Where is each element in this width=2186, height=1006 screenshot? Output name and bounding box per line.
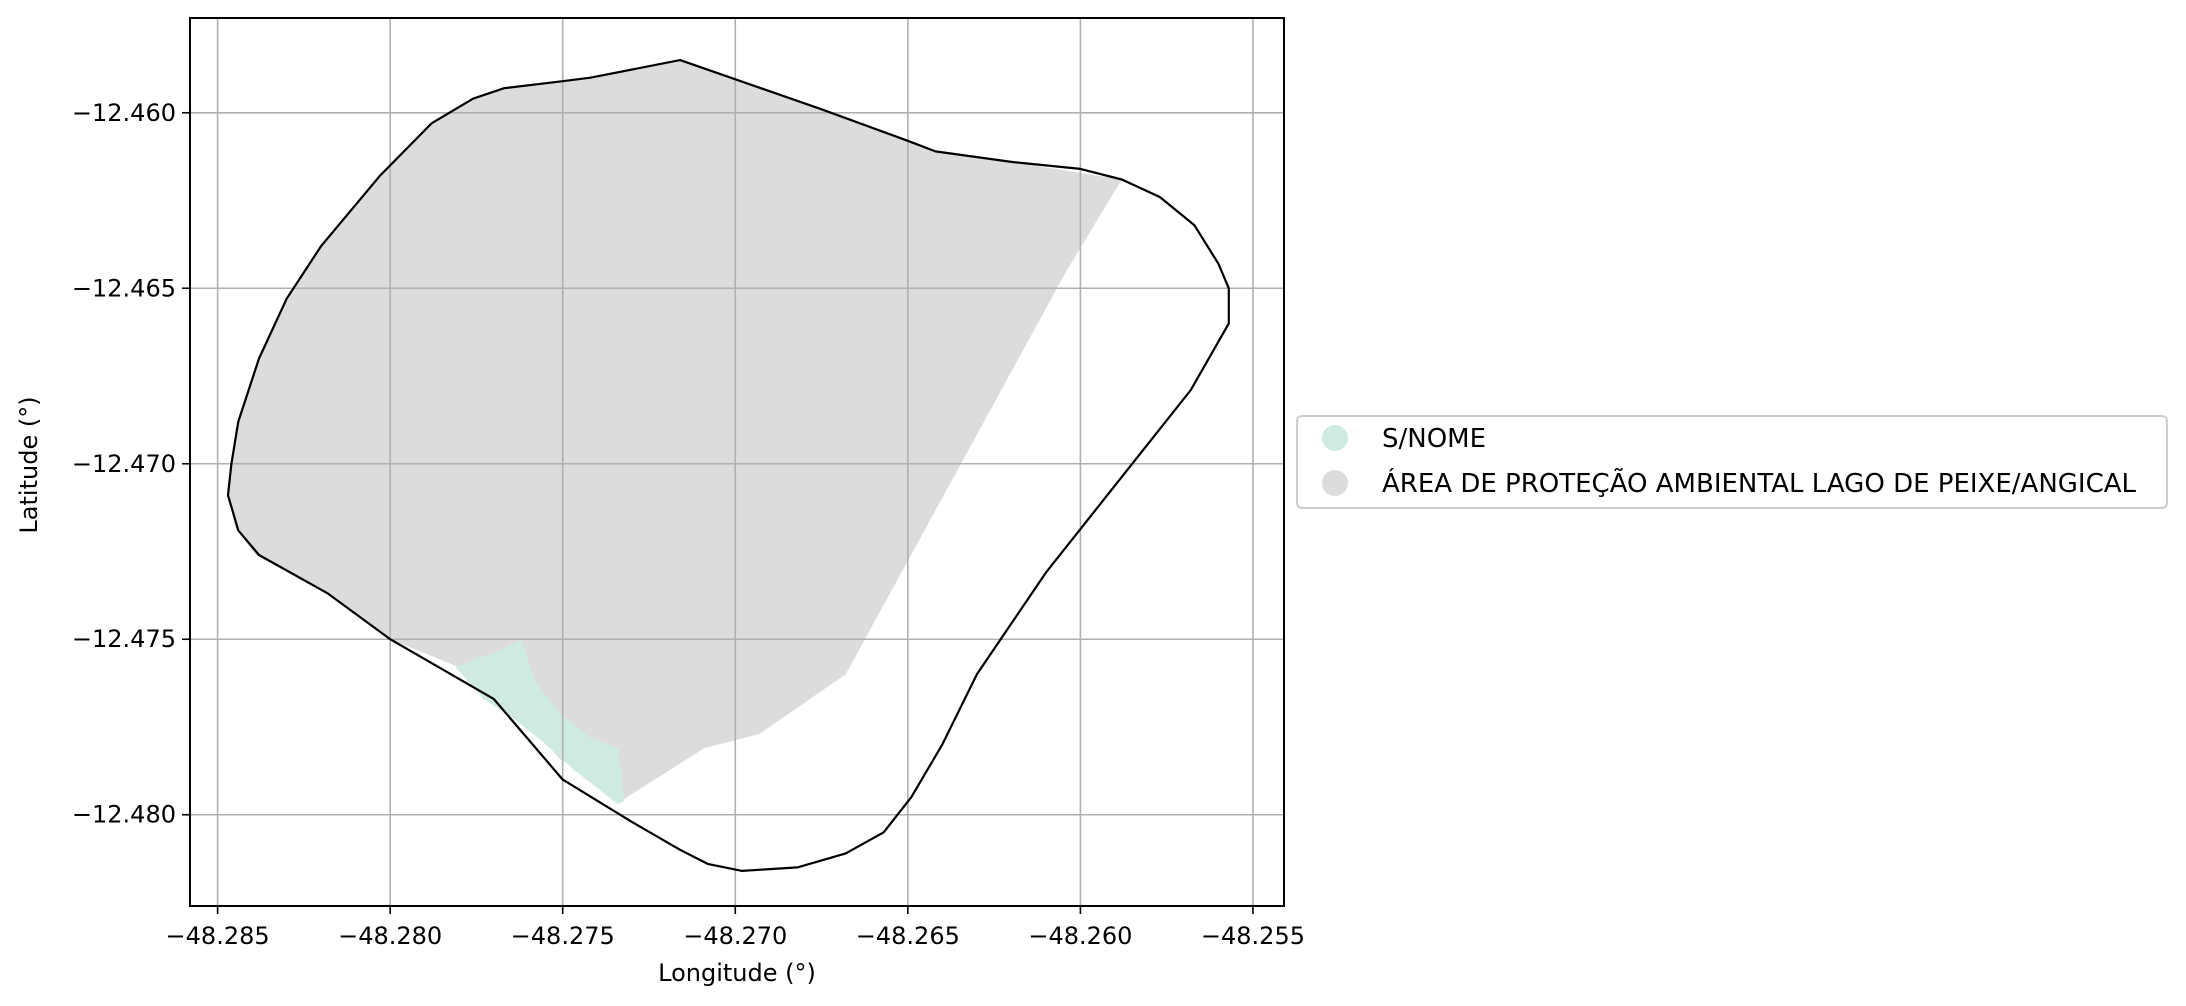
legend-marker-s-nome xyxy=(1322,425,1348,451)
boundary-outline xyxy=(226,59,1230,872)
x-tick-label: −48.270 xyxy=(683,922,787,950)
map-polygons xyxy=(228,60,1122,805)
y-tick-label: −12.475 xyxy=(72,625,176,653)
s-nome-polygon xyxy=(455,639,625,805)
apa-polygon xyxy=(228,60,1122,801)
x-tick-label: −48.265 xyxy=(856,922,960,950)
y-axis-ticks: −12.460 −12.465 −12.470 −12.475 −12.480 xyxy=(72,99,190,829)
y-tick-label: −12.480 xyxy=(72,801,176,829)
axes-frame xyxy=(189,17,1285,907)
y-tick-label: −12.470 xyxy=(72,450,176,478)
x-axis-ticks: −48.285 −48.280 −48.275 −48.270 −48.265 −48.2… xyxy=(166,906,1305,950)
boundary-line xyxy=(226,59,1230,872)
grid-lines xyxy=(190,18,1284,906)
x-tick-label: −48.260 xyxy=(1028,922,1132,950)
legend-box xyxy=(1296,415,2168,509)
x-tick-label: −48.280 xyxy=(338,922,442,950)
y-tick-label: −12.465 xyxy=(72,274,176,302)
x-tick-label: −48.255 xyxy=(1201,922,1305,950)
y-axis-label: Latitude (°) xyxy=(15,396,43,533)
legend-label-s-nome: S/NOME xyxy=(1382,424,1486,454)
legend: S/NOME ÁREA DE PROTEÇÃO AMBIENTAL LAGO D… xyxy=(1296,415,2168,509)
legend-label-apa: ÁREA DE PROTEÇÃO AMBIENTAL LAGO DE PEIXE… xyxy=(1382,467,2137,499)
y-tick-label: −12.460 xyxy=(72,99,176,127)
legend-marker-apa xyxy=(1322,470,1348,496)
x-axis-label: Longitude (°) xyxy=(658,959,816,987)
x-tick-label: −48.275 xyxy=(511,922,615,950)
x-tick-label: −48.285 xyxy=(166,922,270,950)
